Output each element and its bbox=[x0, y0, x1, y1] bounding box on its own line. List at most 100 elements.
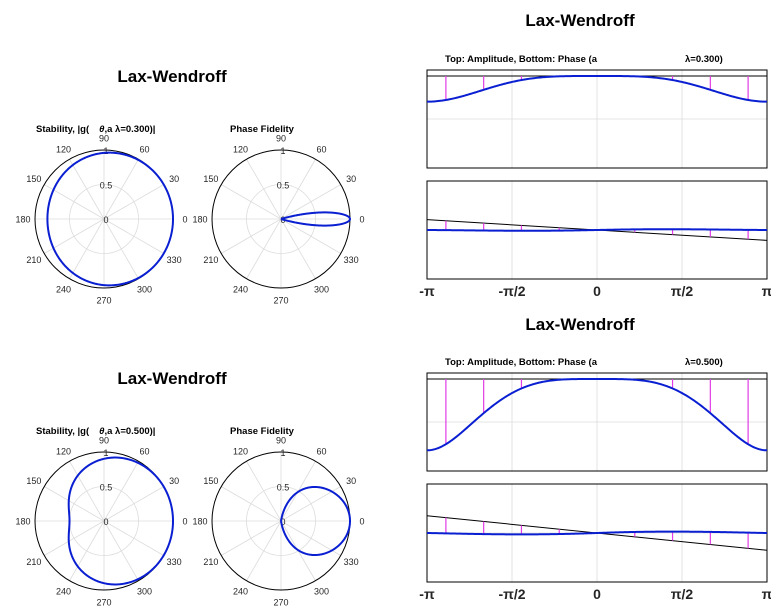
chart-d-subtitle: Stability, |g(θ,a λ=0.500)| bbox=[36, 426, 155, 437]
polar-angle-label: 300 bbox=[137, 587, 152, 597]
polar-angle-label: 300 bbox=[314, 285, 329, 295]
polar-angle-label: 30 bbox=[169, 174, 179, 184]
chart-f-title: Lax-Wendroff bbox=[525, 315, 635, 334]
polar-angle-label: 120 bbox=[56, 446, 71, 456]
series-numerical-curve bbox=[67, 456, 175, 586]
polar-ring bbox=[246, 184, 316, 254]
polar-radius-label: 1 bbox=[103, 146, 108, 156]
polar-angle-label: 270 bbox=[96, 296, 111, 306]
polar-radius-label: 1 bbox=[280, 448, 285, 458]
chart-c-subtitle-left: Top: Amplitude, Bottom: Phase (a bbox=[445, 54, 598, 65]
polar-radius-label: 0.5 bbox=[277, 181, 290, 191]
chart-f-subtitle-right: λ=0.500) bbox=[685, 357, 723, 368]
polar-radius-label: 1 bbox=[280, 146, 285, 156]
x-tick-label: 0 bbox=[593, 283, 601, 299]
polar-radius-label: 0.5 bbox=[100, 483, 113, 493]
polar-radius-label: 0 bbox=[280, 517, 285, 527]
line-plot-amplitude-phase-lambda-0.5: -π -π/2 0 π/2 π bbox=[419, 372, 771, 602]
polar-angle-label: 300 bbox=[314, 587, 329, 597]
polar-angle-label: 300 bbox=[137, 285, 152, 295]
polar-angle-label: 120 bbox=[56, 144, 71, 154]
polar-angle-label: 240 bbox=[56, 285, 71, 295]
polar-angle-label: 30 bbox=[169, 476, 179, 486]
polar-angle-label: 150 bbox=[203, 174, 218, 184]
chart-a-subtitle: Stability, |g(θ,a λ=0.300)| bbox=[36, 124, 155, 135]
polar-angle-label: 210 bbox=[203, 557, 218, 567]
amplitude-panel-frame bbox=[426, 372, 768, 472]
x-tick-label: π bbox=[762, 283, 771, 299]
polar-angle-label: 330 bbox=[344, 255, 359, 265]
polar-plot-phase-fidelity-lambda-0.5: 0 30 60 90 120 150 180 210 240 270 300 330 0 0.5 1 bbox=[192, 436, 364, 606]
polar-angle-label: 330 bbox=[167, 255, 182, 265]
polar-angle-label: 150 bbox=[26, 174, 41, 184]
polar-angle-label: 270 bbox=[273, 296, 288, 306]
chart-e-subtitle: Phase Fidelity bbox=[230, 426, 295, 437]
polar-radius-label: 0 bbox=[103, 517, 108, 527]
polar-angle-label: 330 bbox=[344, 557, 359, 567]
polar-angle-label: 90 bbox=[99, 134, 109, 144]
x-tick-label: -π/2 bbox=[498, 586, 525, 602]
polar-plot-stability-lambda-0.5: 0 30 60 90 120 150 180 210 240 270 300 330 0 0.5 1 bbox=[15, 436, 187, 606]
polar-angle-label: 150 bbox=[203, 476, 218, 486]
series-numerical-curve bbox=[280, 485, 351, 557]
x-tick-label: -π bbox=[419, 283, 435, 299]
polar-angle-label: 210 bbox=[26, 557, 41, 567]
polar-angle-label: 30 bbox=[346, 174, 356, 184]
polar-angle-label: 270 bbox=[273, 598, 288, 606]
polar-angle-label: 90 bbox=[276, 436, 286, 446]
polar-angle-label: 60 bbox=[316, 144, 326, 154]
chart-a-title: Lax-Wendroff bbox=[117, 67, 227, 86]
chart-c-subtitle-right: λ=0.300) bbox=[685, 54, 723, 65]
x-tick-label: -π/2 bbox=[498, 283, 525, 299]
polar-radius-label: 1 bbox=[103, 448, 108, 458]
chart-d-title: Lax-Wendroff bbox=[117, 369, 227, 388]
polar-angle-label: 180 bbox=[15, 215, 30, 225]
polar-ring bbox=[246, 486, 316, 556]
series-numerical-amplitude bbox=[426, 378, 768, 452]
polar-radius-label: 0.5 bbox=[100, 181, 113, 191]
polar-angle-label: 0 bbox=[182, 517, 187, 527]
x-tick-label: -π bbox=[419, 586, 435, 602]
polar-angle-label: 180 bbox=[192, 215, 207, 225]
polar-angle-label: 330 bbox=[167, 557, 182, 567]
x-tick-label: π/2 bbox=[671, 586, 694, 602]
line-plot-amplitude-phase-lambda-0.3: -π -π/2 0 π/2 π bbox=[419, 69, 771, 299]
polar-angle-label: 0 bbox=[182, 215, 187, 225]
polar-angle-label: 150 bbox=[26, 476, 41, 486]
polar-angle-label: 60 bbox=[139, 144, 149, 154]
series-numerical-amplitude bbox=[426, 75, 768, 103]
polar-angle-label: 60 bbox=[139, 446, 149, 456]
chart-c-title: Lax-Wendroff bbox=[525, 11, 635, 30]
chart-b-subtitle: Phase Fidelity bbox=[230, 124, 295, 135]
polar-angle-label: 210 bbox=[26, 255, 41, 265]
x-tick-label: 0 bbox=[593, 586, 601, 602]
polar-angle-label: 120 bbox=[233, 144, 248, 154]
polar-radius-label: 0 bbox=[103, 215, 108, 225]
polar-angle-label: 60 bbox=[316, 446, 326, 456]
series-numerical-phase bbox=[426, 228, 768, 232]
series-numerical-curve bbox=[280, 211, 351, 227]
polar-angle-label: 90 bbox=[276, 134, 286, 144]
polar-angle-label: 180 bbox=[192, 517, 207, 527]
x-tick-label: π/2 bbox=[671, 283, 694, 299]
polar-angle-label: 0 bbox=[359, 517, 364, 527]
polar-angle-label: 240 bbox=[56, 587, 71, 597]
series-numerical-curve bbox=[46, 151, 175, 287]
polar-angle-label: 240 bbox=[233, 285, 248, 295]
amplitude-panel-frame bbox=[426, 69, 768, 169]
polar-plot-stability-lambda-0.3: 0 30 60 90 120 150 180 210 240 270 300 330 0 0.5 1 bbox=[15, 134, 187, 306]
polar-angle-label: 90 bbox=[99, 436, 109, 446]
series-numerical-phase bbox=[426, 530, 768, 536]
polar-angle-label: 270 bbox=[96, 598, 111, 606]
polar-angle-label: 240 bbox=[233, 587, 248, 597]
polar-angle-label: 0 bbox=[359, 215, 364, 225]
x-tick-label: π bbox=[762, 586, 771, 602]
polar-angle-label: 180 bbox=[15, 517, 30, 527]
polar-radius-label: 0.5 bbox=[277, 483, 290, 493]
polar-ring bbox=[69, 184, 139, 254]
polar-angle-label: 30 bbox=[346, 476, 356, 486]
chart-f-subtitle-left: Top: Amplitude, Bottom: Phase (a bbox=[445, 357, 598, 368]
polar-angle-label: 210 bbox=[203, 255, 218, 265]
